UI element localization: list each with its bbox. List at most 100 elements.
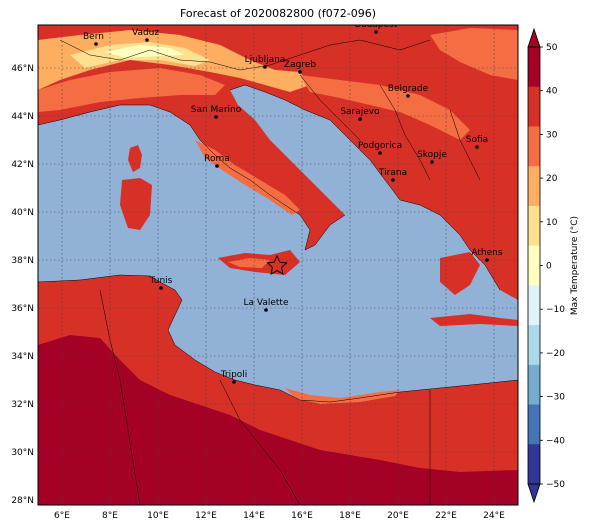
city-label-skopje: Skopje bbox=[417, 150, 447, 160]
lat-tick-label: 28°N bbox=[11, 496, 34, 506]
city-dot bbox=[232, 380, 236, 384]
colorbar-segment bbox=[528, 126, 540, 167]
sardinia bbox=[120, 178, 152, 230]
lon-tick-label: 16°E bbox=[291, 511, 313, 521]
star-marker-icon bbox=[266, 254, 288, 275]
lon-tick-label: 12°E bbox=[195, 511, 217, 521]
lat-tick-label: 36°N bbox=[11, 304, 34, 314]
city-dot bbox=[159, 286, 163, 290]
colorbar-tick-label: −30 bbox=[546, 393, 565, 403]
city-dot bbox=[94, 42, 98, 46]
colorbar-segment bbox=[528, 364, 540, 406]
graticule bbox=[38, 25, 518, 505]
lat-tick-label: 44°N bbox=[11, 112, 34, 122]
lon-tick-label: 22°E bbox=[435, 511, 457, 521]
city-label-tripoli: Tripoli bbox=[220, 370, 248, 380]
colorbar-segment bbox=[528, 205, 540, 247]
colorbar-tick-label: −10 bbox=[546, 305, 565, 315]
city-label-tirana: Tirana bbox=[378, 168, 407, 178]
city-dot bbox=[475, 145, 479, 149]
lat-tick-label: 40°N bbox=[11, 208, 34, 218]
colorbar-segment bbox=[528, 47, 540, 88]
colorbar: 50 40 30 20 10 0 −10 −20 −30 −40 −50 Max Temperatur… bbox=[527, 27, 580, 504]
lat-tick-label: 46°N bbox=[11, 64, 34, 74]
city-dot bbox=[298, 70, 302, 74]
city-label-sarajevo: Sarajevo bbox=[340, 107, 380, 117]
city-label-vaduz: Vaduz bbox=[132, 28, 159, 38]
city-dot bbox=[264, 308, 268, 312]
lon-tick-label: 14°E bbox=[243, 511, 265, 521]
colorbar-segment bbox=[528, 86, 540, 127]
city-label-tunis: Tunis bbox=[149, 276, 173, 286]
lon-tick-label: 6°E bbox=[54, 511, 70, 521]
city-dot bbox=[485, 258, 489, 262]
latitude-labels: 46°N 44°N 42°N 40°N 38°N 36°N 34°N 32°N 30°N 28°N bbox=[11, 64, 34, 506]
libya-coast-orange bbox=[285, 388, 400, 404]
lon-tick-label: 8°E bbox=[102, 511, 118, 521]
africa-hot-2 bbox=[150, 408, 200, 440]
colorbar-tick-label: 20 bbox=[546, 174, 558, 184]
lat-tick-label: 34°N bbox=[11, 352, 34, 362]
lat-tick-label: 42°N bbox=[11, 160, 34, 170]
colorbar-label: Max Temperature (°C) bbox=[570, 216, 580, 315]
city-dot bbox=[214, 115, 218, 119]
northeast-hot bbox=[430, 28, 518, 80]
balkans-orange bbox=[300, 75, 470, 140]
colorbar-tick-label: 0 bbox=[546, 262, 552, 272]
colorbar-tick-label: 10 bbox=[546, 218, 558, 228]
city-label-ljubljana: Ljubljana bbox=[245, 55, 286, 65]
city-dot bbox=[430, 160, 434, 164]
colorbar-segment bbox=[528, 444, 540, 485]
colorbar-segment bbox=[528, 166, 540, 207]
city-label-san-marino: San Marino bbox=[191, 105, 242, 115]
city-dot bbox=[358, 117, 362, 121]
corsica bbox=[128, 145, 142, 172]
italy-west-orange bbox=[195, 140, 300, 215]
chart-title: Forecast of 2020082800 (f072-096) bbox=[179, 7, 377, 20]
map-frame bbox=[37, 24, 519, 506]
lat-tick-label: 38°N bbox=[11, 256, 34, 266]
colorbar-min-arrow bbox=[527, 483, 541, 504]
colorbar-tick-label: 40 bbox=[546, 87, 558, 97]
city-label-belgrade: Belgrade bbox=[388, 84, 429, 94]
city-dot bbox=[145, 38, 149, 42]
city-dot bbox=[374, 30, 378, 34]
lon-tick-label: 18°E bbox=[339, 511, 361, 521]
colorbar-tick-label: −50 bbox=[546, 480, 565, 490]
colorbar-max-arrow bbox=[527, 27, 541, 48]
sicily-orange bbox=[228, 258, 270, 268]
lon-tick-label: 10°E bbox=[147, 511, 169, 521]
city-label-zagreb: Zagreb bbox=[284, 60, 316, 70]
country-borders bbox=[38, 39, 518, 505]
lat-tick-label: 32°N bbox=[11, 400, 34, 410]
longitude-labels: 6°E 8°E 10°E 12°E 14°E 16°E 18°E 20°E 22°E 24°E bbox=[54, 511, 505, 521]
city-label-roma: Roma bbox=[204, 154, 230, 164]
city-label-la-valette: La Valette bbox=[244, 298, 289, 308]
city-dot bbox=[378, 151, 382, 155]
crete-warm bbox=[430, 314, 518, 326]
city-dot bbox=[215, 164, 219, 168]
city-label-budapest: Budapest bbox=[355, 20, 398, 30]
city-dot bbox=[391, 178, 395, 182]
colorbar-segment bbox=[528, 245, 540, 286]
city-dot bbox=[406, 94, 410, 98]
lon-tick-label: 24°E bbox=[483, 511, 505, 521]
colorbar-segment bbox=[528, 285, 540, 326]
lon-tick-label: 20°E bbox=[387, 511, 409, 521]
colorbar-tick-label: 30 bbox=[546, 130, 558, 140]
colorbar-tick-label: −40 bbox=[546, 436, 565, 446]
colorbar-tick-label: 50 bbox=[546, 43, 558, 53]
city-label-bern: Bern bbox=[83, 32, 104, 42]
colorbar-tick-label: −20 bbox=[546, 349, 565, 359]
city-label-athens: Athens bbox=[471, 248, 502, 258]
lat-tick-label: 30°N bbox=[11, 448, 34, 458]
city-label-sofia: Sofia bbox=[466, 135, 488, 145]
colorbar-segment bbox=[528, 325, 540, 366]
colorbar-segment bbox=[528, 404, 540, 445]
city-label-podgorica: Podgorica bbox=[358, 141, 402, 151]
city-dot bbox=[263, 65, 267, 69]
peloponnese bbox=[440, 252, 480, 295]
po-valley-orange bbox=[38, 68, 225, 112]
